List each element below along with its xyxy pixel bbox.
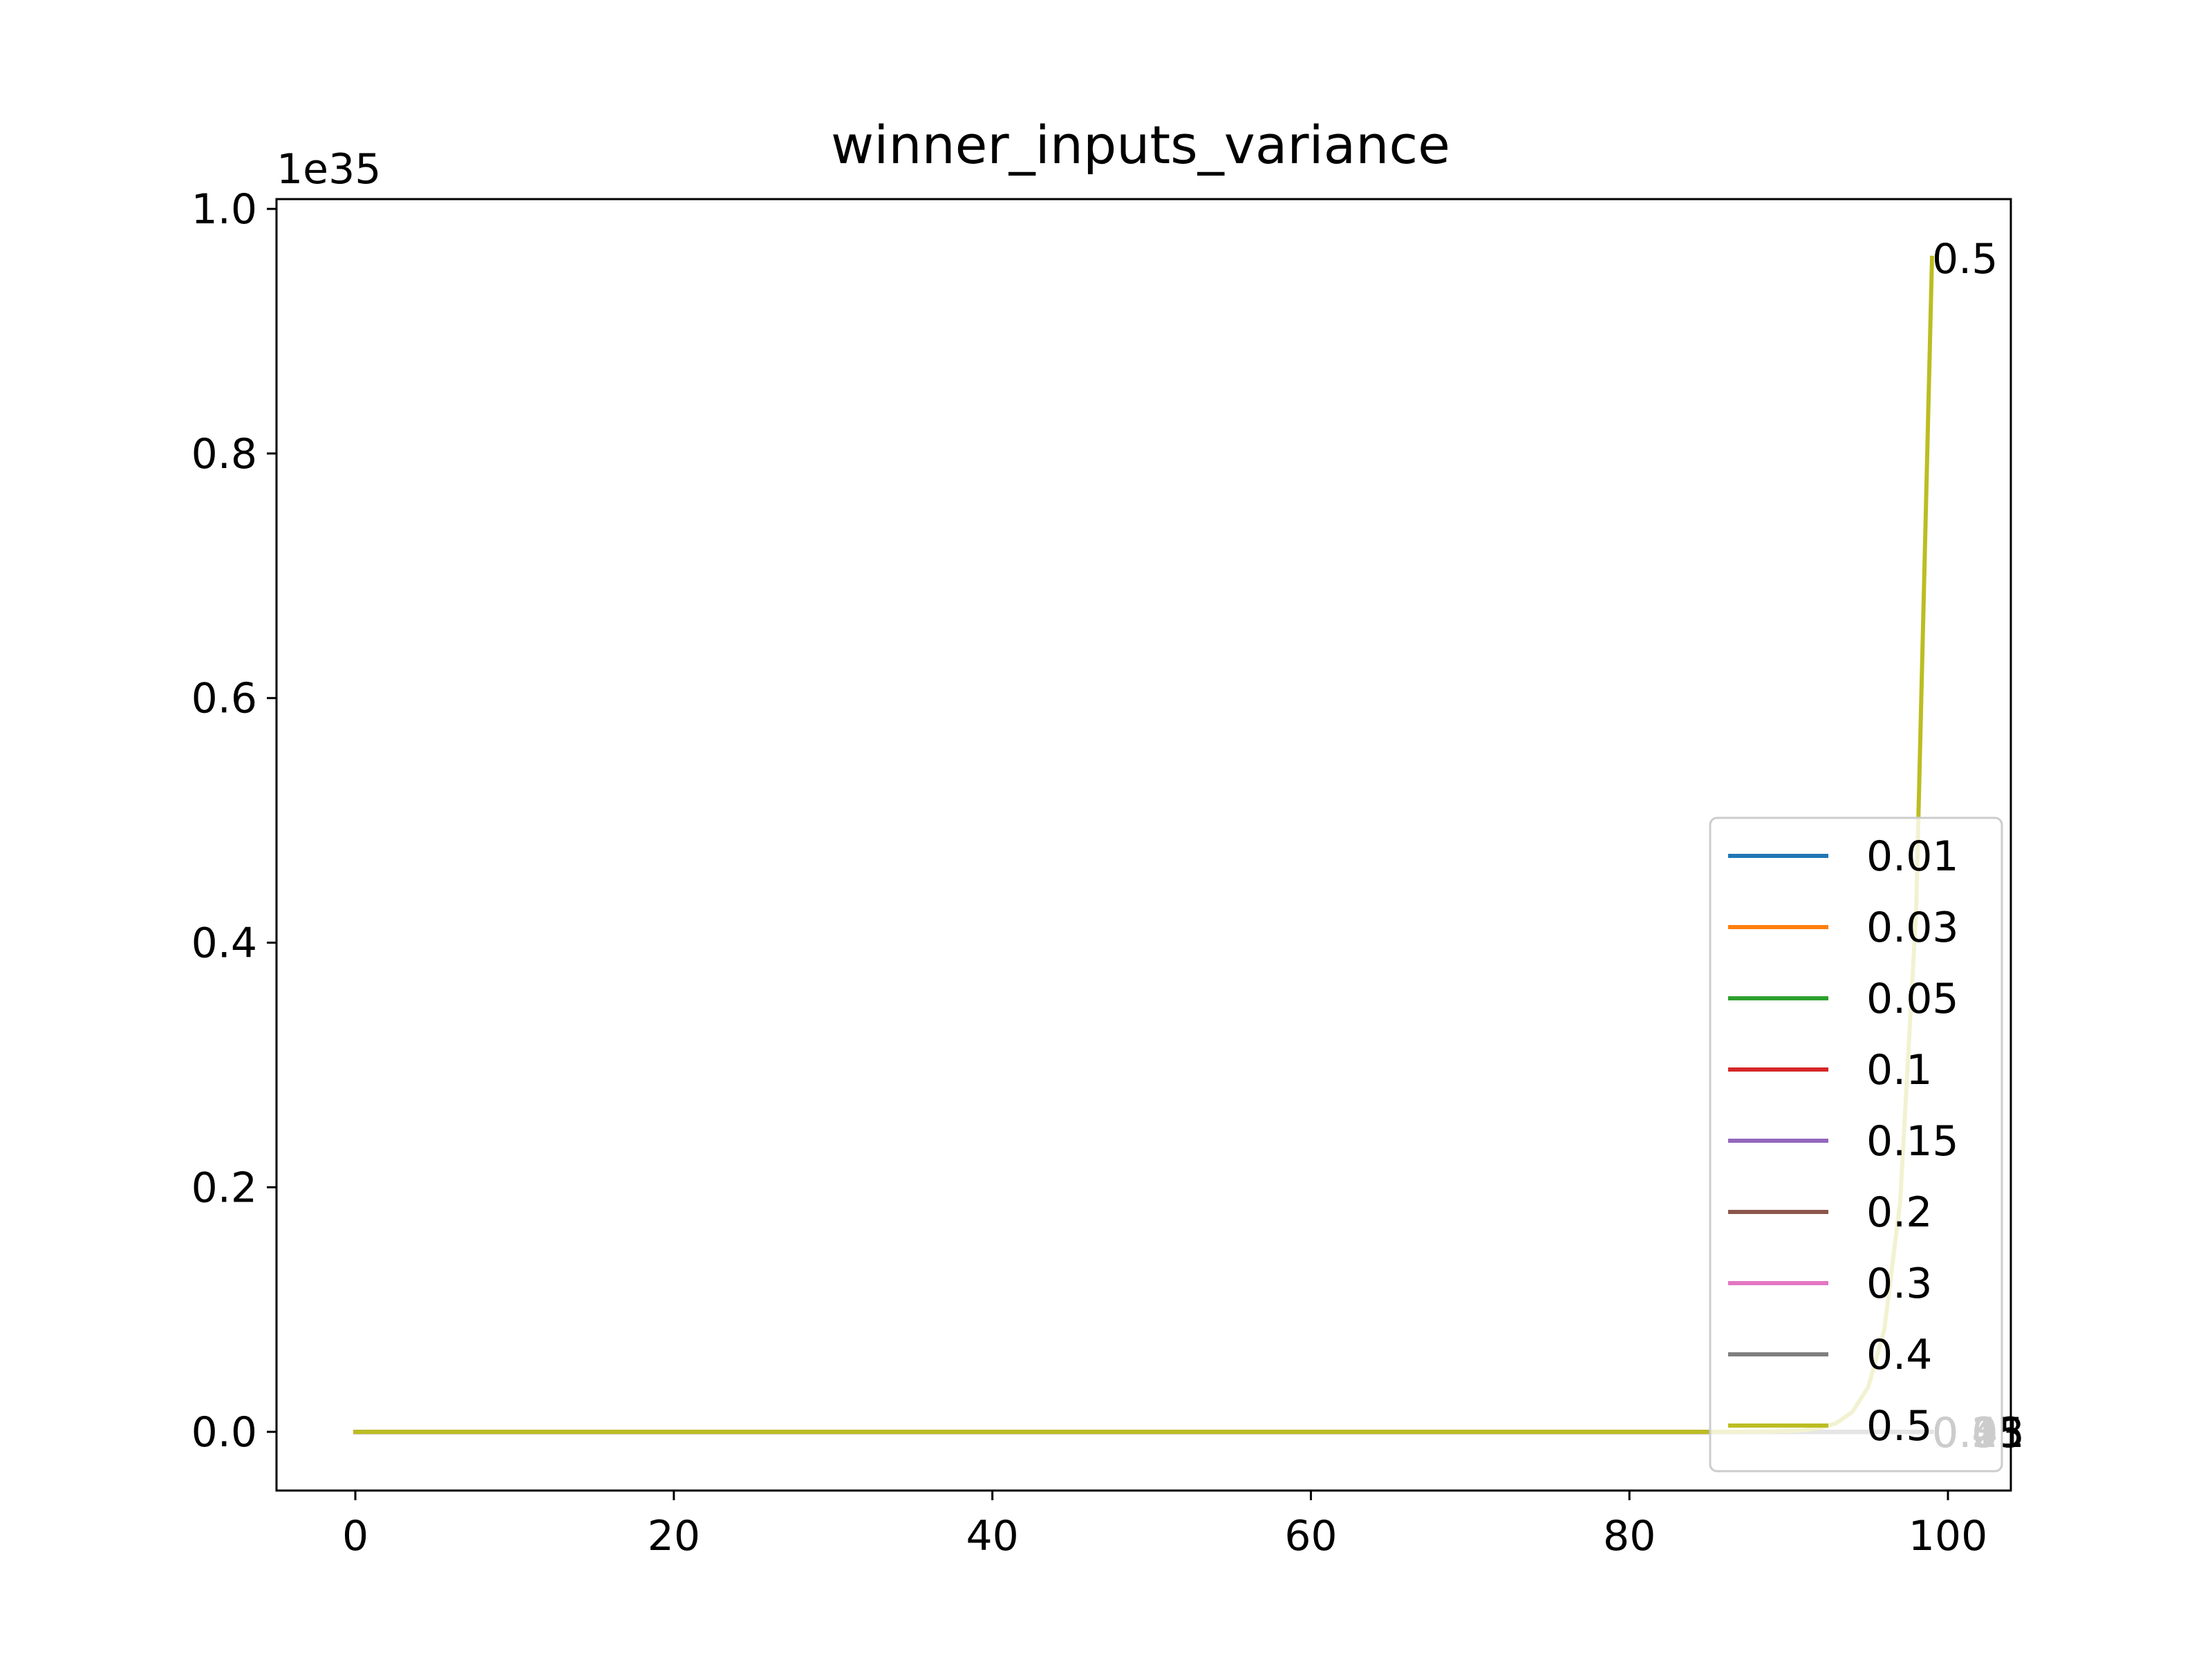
series-end-label: 0.5 — [1932, 235, 1998, 283]
legend-label: 0.01 — [1866, 832, 1959, 881]
x-tick-label: 100 — [1909, 1512, 1988, 1560]
x-tick-label: 0 — [342, 1512, 368, 1560]
y-tick-label: 0.2 — [191, 1164, 257, 1212]
x-tick-label: 60 — [1284, 1512, 1337, 1560]
legend-label: 0.03 — [1866, 904, 1959, 952]
series-layer — [353, 255, 1935, 1435]
legend-label: 0.05 — [1866, 975, 1959, 1023]
y-tick-label: 0.6 — [191, 675, 257, 723]
series-line-0-5 — [353, 255, 1935, 1435]
legend-label: 0.3 — [1866, 1260, 1932, 1308]
y-axis-offset-text: 1e35 — [276, 145, 381, 194]
legend-label: 0.5 — [1866, 1402, 1932, 1450]
legend-box — [1709, 816, 2003, 1473]
legend-label: 0.15 — [1866, 1117, 1959, 1166]
x-tick-label: 80 — [1603, 1512, 1656, 1560]
x-tick-label: 40 — [966, 1512, 1018, 1560]
y-tick-label: 1.0 — [191, 185, 257, 234]
legend-label: 0.2 — [1866, 1188, 1932, 1237]
y-tick-label: 0.0 — [191, 1408, 257, 1457]
axes-layer: 0 20 40 60 80 100 0.0 0.2 0.4 0.6 0.8 1.0 — [191, 185, 2012, 1560]
plot-frame — [275, 198, 2012, 1492]
chart-title: winner_inputs_variance — [831, 114, 1450, 176]
legend-label: 0.4 — [1866, 1331, 1932, 1379]
y-tick-label: 0.4 — [191, 919, 257, 968]
x-tick-label: 20 — [648, 1512, 700, 1560]
y-tick-label: 0.8 — [191, 430, 257, 478]
legend: 0.01 0.03 0.05 0.1 0.15 0.2 0.3 0.4 0.5 — [1709, 816, 2003, 1473]
legend-label: 0.1 — [1866, 1046, 1932, 1094]
